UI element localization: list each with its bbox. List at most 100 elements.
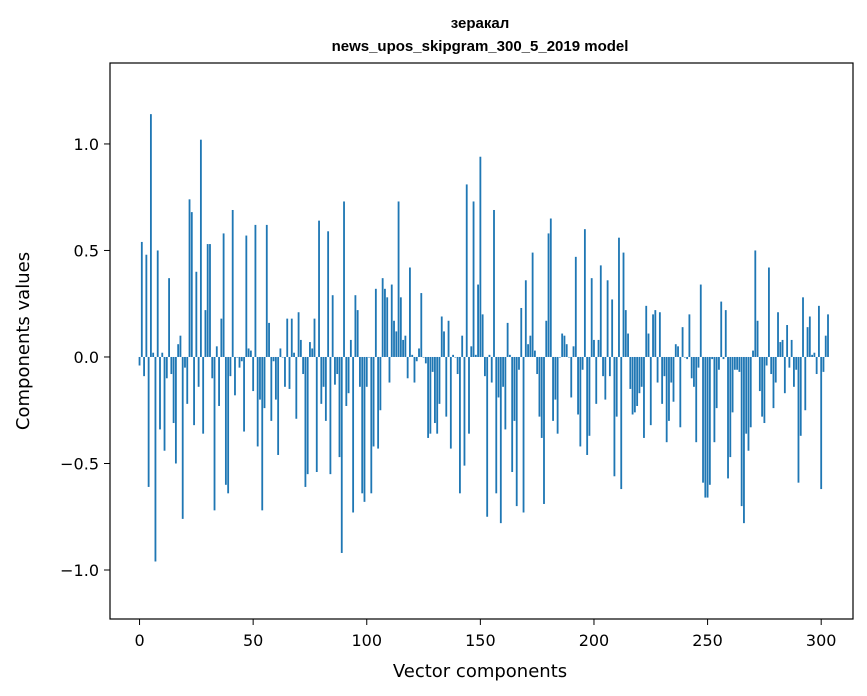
x-tick-label: 250 [692, 631, 723, 650]
bar [424, 356, 427, 364]
bar [429, 356, 432, 434]
bar [318, 220, 320, 357]
bar [540, 356, 543, 438]
bar [508, 354, 511, 357]
bar [815, 356, 818, 375]
bar [529, 335, 532, 357]
bar [343, 201, 345, 357]
bar [361, 356, 364, 494]
bar [445, 356, 448, 417]
bar [697, 356, 700, 368]
x-axis-label: Vector components [393, 661, 567, 682]
bar [461, 335, 464, 357]
bar [427, 356, 430, 438]
bar [179, 335, 182, 357]
bar [413, 356, 416, 383]
bar [220, 318, 223, 357]
bar [763, 356, 766, 424]
bar [679, 356, 682, 428]
bar [211, 356, 214, 379]
bar [690, 356, 693, 379]
bar [647, 333, 650, 357]
bar [352, 356, 355, 513]
bar [531, 252, 534, 357]
bar [499, 356, 502, 524]
bar [370, 356, 373, 494]
bar [393, 320, 395, 357]
bar [631, 356, 634, 415]
bar [365, 356, 368, 387]
bar [186, 356, 189, 404]
bar [395, 331, 398, 357]
bar [386, 297, 389, 357]
bar [822, 356, 825, 372]
bar [279, 348, 282, 357]
bar [579, 356, 582, 447]
bar [293, 352, 295, 357]
bar [613, 356, 616, 477]
x-axis: 0 50 100 150 200 250 300 [134, 619, 836, 650]
bar [658, 312, 661, 357]
bar [561, 333, 564, 357]
bar [418, 348, 420, 357]
y-tick-label: 0.0 [74, 348, 99, 367]
bar [354, 295, 357, 357]
bar [324, 356, 327, 421]
bar [306, 356, 309, 475]
bar [265, 224, 268, 357]
bar [209, 244, 211, 357]
bar [779, 342, 782, 357]
bar [565, 344, 568, 357]
bar [465, 184, 468, 357]
bar [649, 356, 652, 426]
bar [593, 339, 595, 357]
bar [727, 356, 729, 479]
bar [695, 356, 698, 443]
bar [152, 352, 155, 357]
bar [170, 356, 173, 375]
bar [783, 356, 786, 394]
bar [302, 356, 305, 375]
y-tick-label: −1.0 [60, 561, 99, 580]
bar [606, 280, 609, 357]
bar [406, 356, 409, 379]
bar [484, 356, 486, 377]
y-axis-label: Components values [13, 252, 34, 430]
bar [622, 252, 625, 357]
bar [236, 356, 239, 358]
bar [193, 356, 195, 426]
y-tick-label: 0.5 [74, 241, 99, 260]
bar [747, 356, 750, 451]
bar [504, 356, 507, 430]
bar [340, 356, 343, 553]
bar [683, 356, 686, 358]
bar [715, 356, 718, 409]
bar [740, 356, 743, 507]
bar [261, 356, 264, 511]
bar [758, 356, 761, 392]
bar [797, 356, 800, 483]
bar [174, 356, 177, 464]
bar [256, 356, 259, 447]
bar [181, 356, 184, 519]
bar [520, 307, 523, 357]
bar [145, 254, 148, 357]
bar [765, 356, 768, 366]
bar [602, 356, 604, 377]
bar [543, 356, 545, 504]
bar [556, 356, 559, 434]
bar [336, 356, 339, 375]
bar [720, 301, 723, 357]
x-tick-label: 100 [351, 631, 382, 650]
plot-frame [109, 62, 854, 620]
bar [227, 356, 230, 494]
bar [249, 350, 252, 357]
bar [754, 250, 757, 357]
bar [620, 356, 623, 490]
bar [149, 114, 152, 357]
bar [322, 356, 325, 387]
bar [636, 356, 639, 406]
bar [311, 348, 314, 357]
bar [447, 320, 450, 357]
bar [597, 339, 600, 357]
